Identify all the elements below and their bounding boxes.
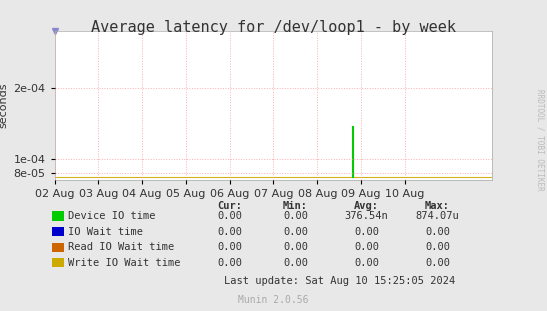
Text: 0.00: 0.00 — [283, 211, 308, 221]
Text: 0.00: 0.00 — [283, 258, 308, 268]
Text: Max:: Max: — [425, 201, 450, 211]
Text: 0.00: 0.00 — [425, 242, 450, 252]
Text: Min:: Min: — [283, 201, 308, 211]
Text: 874.07u: 874.07u — [416, 211, 459, 221]
Text: 0.00: 0.00 — [354, 227, 379, 237]
Text: 0.00: 0.00 — [217, 227, 242, 237]
Text: 0.00: 0.00 — [217, 242, 242, 252]
Text: 0.00: 0.00 — [283, 242, 308, 252]
Text: Average latency for /dev/loop1 - by week: Average latency for /dev/loop1 - by week — [91, 20, 456, 35]
Text: IO Wait time: IO Wait time — [68, 227, 143, 237]
Text: 0.00: 0.00 — [354, 242, 379, 252]
Text: 0.00: 0.00 — [425, 258, 450, 268]
Text: Device IO time: Device IO time — [68, 211, 156, 221]
Text: RRDTOOL / TOBI OETIKER: RRDTOOL / TOBI OETIKER — [536, 89, 544, 191]
Text: 0.00: 0.00 — [354, 258, 379, 268]
Text: Read IO Wait time: Read IO Wait time — [68, 242, 174, 252]
Text: 0.00: 0.00 — [425, 227, 450, 237]
Text: Munin 2.0.56: Munin 2.0.56 — [238, 295, 309, 305]
Text: 0.00: 0.00 — [283, 227, 308, 237]
Text: Last update: Sat Aug 10 15:25:05 2024: Last update: Sat Aug 10 15:25:05 2024 — [224, 276, 455, 285]
Text: Cur:: Cur: — [217, 201, 242, 211]
Y-axis label: seconds: seconds — [0, 83, 8, 128]
Text: 0.00: 0.00 — [217, 258, 242, 268]
Text: 376.54n: 376.54n — [345, 211, 388, 221]
Text: Avg:: Avg: — [354, 201, 379, 211]
Text: Write IO Wait time: Write IO Wait time — [68, 258, 181, 268]
Text: 0.00: 0.00 — [217, 211, 242, 221]
